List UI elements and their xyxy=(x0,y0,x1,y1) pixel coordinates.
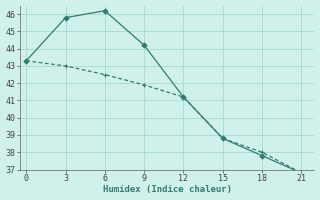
X-axis label: Humidex (Indice chaleur): Humidex (Indice chaleur) xyxy=(103,185,232,194)
